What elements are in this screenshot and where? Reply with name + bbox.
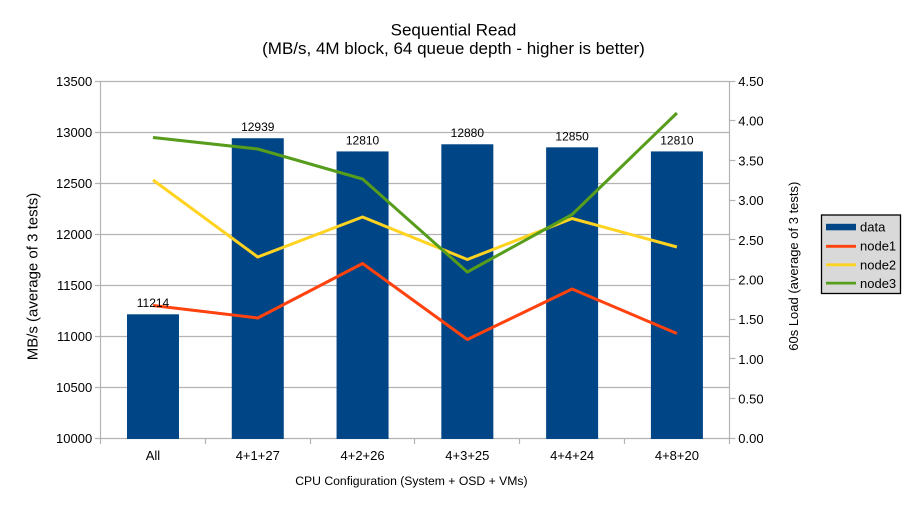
- svg-text:node2: node2: [860, 257, 896, 272]
- svg-text:All: All: [146, 448, 161, 463]
- svg-text:12850: 12850: [555, 129, 589, 143]
- svg-text:2.50: 2.50: [738, 233, 763, 248]
- svg-text:11214: 11214: [137, 296, 170, 310]
- svg-text:4+2+26: 4+2+26: [341, 448, 385, 463]
- svg-text:12000: 12000: [56, 227, 92, 242]
- svg-text:1.00: 1.00: [738, 352, 763, 367]
- svg-text:12810: 12810: [660, 133, 694, 147]
- svg-text:node3: node3: [860, 276, 896, 291]
- svg-text:12939: 12939: [241, 120, 275, 134]
- svg-text:13000: 13000: [56, 125, 92, 140]
- svg-text:3.00: 3.00: [738, 193, 763, 208]
- svg-text:data: data: [860, 220, 886, 235]
- svg-text:11000: 11000: [57, 329, 92, 344]
- svg-text:0.00: 0.00: [738, 431, 763, 446]
- svg-text:12880: 12880: [451, 126, 485, 140]
- svg-text:3.50: 3.50: [738, 153, 763, 168]
- svg-text:12500: 12500: [56, 176, 92, 191]
- svg-text:node1: node1: [860, 239, 896, 254]
- svg-text:12810: 12810: [346, 133, 380, 147]
- svg-text:10000: 10000: [56, 431, 92, 446]
- svg-text:4+4+24: 4+4+24: [550, 448, 594, 463]
- svg-text:10500: 10500: [56, 380, 92, 395]
- svg-text:4+1+27: 4+1+27: [236, 448, 280, 463]
- svg-text:4+3+25: 4+3+25: [445, 448, 489, 463]
- svg-text:4+8+20: 4+8+20: [655, 448, 699, 463]
- svg-text:Sequential Read: Sequential Read: [391, 21, 517, 40]
- svg-text:4.00: 4.00: [738, 114, 763, 129]
- svg-text:CPU Configuration (System + OS: CPU Configuration (System + OSD + VMs): [295, 474, 527, 488]
- svg-text:0.50: 0.50: [738, 392, 763, 407]
- svg-text:2.00: 2.00: [738, 272, 763, 287]
- svg-text:(MB/s, 4M block, 64 queue dept: (MB/s, 4M block, 64 queue depth - higher…: [262, 39, 645, 58]
- svg-text:4.50: 4.50: [738, 74, 763, 89]
- svg-text:1.50: 1.50: [738, 312, 763, 327]
- svg-text:60s Load (average of 3 tests): 60s Load (average of 3 tests): [786, 182, 801, 351]
- svg-text:MB/s (average of 3 tests): MB/s (average of 3 tests): [25, 193, 42, 361]
- svg-text:13500: 13500: [56, 74, 92, 89]
- svg-text:11500: 11500: [57, 278, 92, 293]
